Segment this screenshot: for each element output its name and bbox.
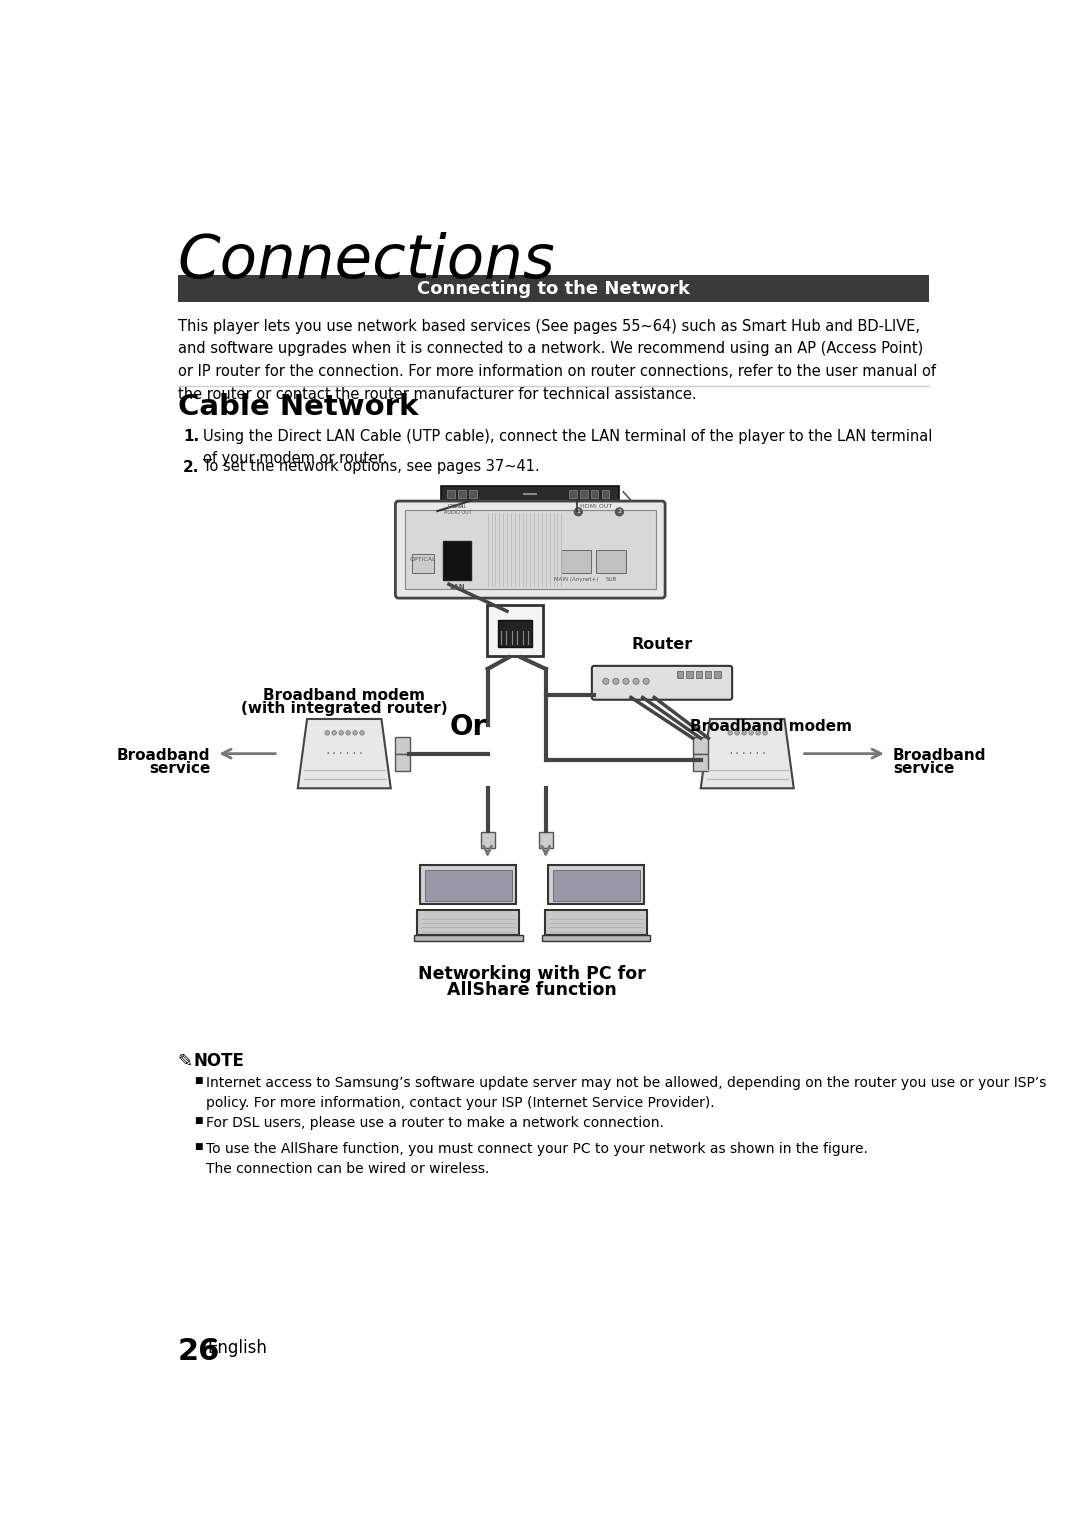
FancyBboxPatch shape [542, 935, 650, 941]
Text: ......: ...... [727, 746, 768, 757]
Text: service: service [893, 761, 955, 777]
FancyBboxPatch shape [487, 605, 542, 656]
Text: Cable Network: Cable Network [177, 394, 418, 421]
Circle shape [762, 731, 768, 735]
FancyBboxPatch shape [591, 490, 598, 498]
Text: ......: ...... [324, 746, 365, 757]
Circle shape [612, 679, 619, 685]
FancyBboxPatch shape [687, 671, 692, 679]
Circle shape [332, 731, 337, 735]
Text: Router: Router [632, 637, 692, 653]
Text: ■: ■ [194, 1115, 202, 1124]
Text: Networking with PC for: Networking with PC for [418, 965, 646, 984]
Text: Broadband modem: Broadband modem [689, 719, 851, 734]
FancyBboxPatch shape [545, 910, 647, 935]
Text: AllShare function: AllShare function [447, 980, 617, 999]
Circle shape [360, 731, 364, 735]
FancyBboxPatch shape [414, 935, 523, 941]
Text: Broadband modem: Broadband modem [264, 688, 426, 703]
FancyBboxPatch shape [177, 274, 930, 302]
Text: OPTICAL: OPTICAL [410, 556, 436, 562]
Text: Or: Or [449, 712, 487, 740]
FancyBboxPatch shape [596, 550, 625, 573]
Text: Using the Direct LAN Cable (UTP cable), connect the LAN terminal of the player t: Using the Direct LAN Cable (UTP cable), … [203, 429, 932, 466]
FancyBboxPatch shape [580, 490, 588, 498]
FancyBboxPatch shape [693, 737, 708, 754]
FancyBboxPatch shape [447, 490, 455, 498]
FancyBboxPatch shape [539, 832, 553, 847]
FancyBboxPatch shape [405, 510, 656, 588]
Text: 26: 26 [177, 1336, 220, 1365]
Text: ■: ■ [194, 1075, 202, 1085]
Circle shape [353, 731, 357, 735]
Circle shape [643, 679, 649, 685]
Text: For DSL users, please use a router to make a network connection.: For DSL users, please use a router to ma… [206, 1115, 664, 1129]
Text: ■: ■ [194, 1141, 202, 1151]
FancyBboxPatch shape [562, 550, 591, 573]
FancyBboxPatch shape [498, 620, 531, 647]
FancyBboxPatch shape [677, 671, 684, 679]
Text: To use the AllShare function, you must connect your PC to your network as shown : To use the AllShare function, you must c… [206, 1141, 868, 1177]
FancyBboxPatch shape [469, 490, 476, 498]
FancyBboxPatch shape [395, 501, 665, 597]
Polygon shape [298, 719, 391, 789]
Circle shape [615, 507, 624, 516]
Circle shape [623, 679, 629, 685]
Circle shape [742, 731, 746, 735]
FancyBboxPatch shape [444, 541, 471, 579]
FancyBboxPatch shape [696, 671, 702, 679]
Text: NOTE: NOTE [194, 1052, 245, 1071]
FancyBboxPatch shape [395, 737, 409, 754]
Text: LAN: LAN [451, 504, 463, 509]
FancyBboxPatch shape [592, 666, 732, 700]
Polygon shape [701, 719, 794, 789]
FancyBboxPatch shape [693, 754, 708, 771]
Text: English: English [207, 1339, 268, 1357]
Circle shape [756, 731, 760, 735]
Circle shape [346, 731, 350, 735]
FancyBboxPatch shape [413, 555, 434, 573]
FancyBboxPatch shape [395, 754, 409, 771]
FancyBboxPatch shape [458, 490, 465, 498]
Text: Connections: Connections [177, 231, 555, 291]
FancyBboxPatch shape [424, 870, 512, 901]
Circle shape [748, 731, 754, 735]
FancyBboxPatch shape [481, 832, 495, 847]
Text: 2.: 2. [183, 460, 200, 475]
Circle shape [728, 731, 732, 735]
Circle shape [325, 731, 329, 735]
FancyBboxPatch shape [441, 486, 619, 502]
Text: HDMI OUT: HDMI OUT [580, 504, 612, 509]
FancyBboxPatch shape [602, 490, 609, 498]
Text: This player lets you use network based services (See pages 55~64) such as Smart : This player lets you use network based s… [177, 319, 935, 401]
Circle shape [734, 731, 740, 735]
Text: SUB: SUB [605, 576, 617, 582]
Text: 1.: 1. [183, 429, 199, 444]
Text: MAIN (Anynet+): MAIN (Anynet+) [554, 576, 598, 582]
Text: Internet access to Samsung’s software update server may not be allowed, dependin: Internet access to Samsung’s software up… [206, 1075, 1047, 1111]
Text: 2: 2 [618, 509, 621, 515]
FancyBboxPatch shape [548, 866, 644, 904]
Text: DIGITAL
AUDIO OUT: DIGITAL AUDIO OUT [444, 504, 471, 515]
Circle shape [339, 731, 343, 735]
FancyBboxPatch shape [420, 866, 516, 904]
Text: LAN: LAN [449, 584, 465, 590]
Text: 1: 1 [577, 509, 580, 515]
FancyBboxPatch shape [553, 870, 639, 901]
Text: ✎: ✎ [177, 1052, 192, 1071]
Text: To set the network options, see pages 37~41.: To set the network options, see pages 37… [203, 460, 540, 475]
FancyBboxPatch shape [569, 490, 577, 498]
FancyBboxPatch shape [714, 671, 720, 679]
Text: (with integrated router): (with integrated router) [241, 702, 447, 717]
Text: Broadband: Broadband [117, 748, 211, 763]
Text: service: service [149, 761, 211, 777]
Circle shape [573, 507, 583, 516]
FancyBboxPatch shape [705, 671, 712, 679]
Text: Connecting to the Network: Connecting to the Network [417, 279, 690, 297]
FancyBboxPatch shape [417, 910, 519, 935]
Circle shape [633, 679, 639, 685]
Text: Broadband: Broadband [893, 748, 986, 763]
Circle shape [603, 679, 609, 685]
